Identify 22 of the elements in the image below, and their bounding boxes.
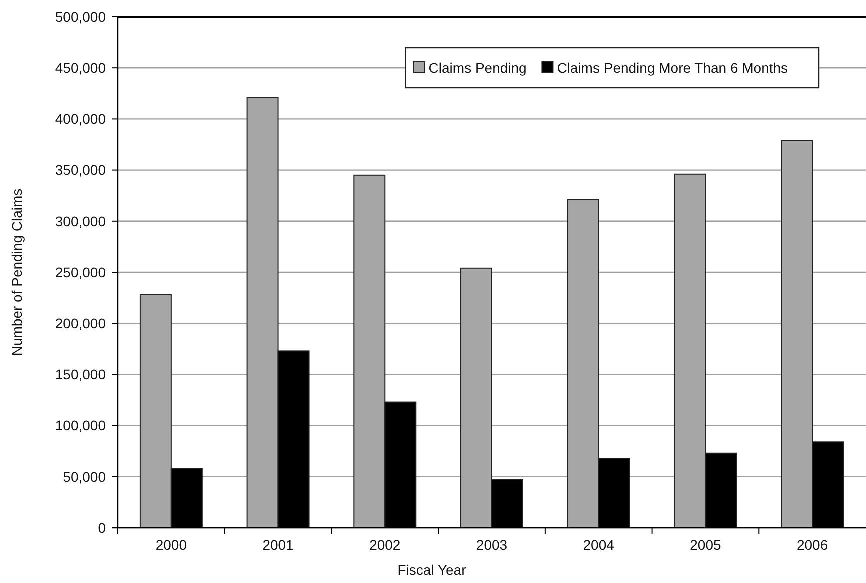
y-tick-label: 450,000 [55, 60, 106, 76]
x-tick-label: 2005 [690, 537, 722, 553]
y-tick-label: 50,000 [63, 468, 106, 485]
x-axis-title: Fiscal Year [398, 562, 467, 578]
y-axis-title: Number of Pending Claims [9, 188, 25, 356]
y-tick-label: 400,000 [55, 111, 106, 128]
y-tick-label: 150,000 [55, 366, 106, 383]
legend-label: Claims Pending More Than 6 Months [557, 60, 788, 76]
y-tick-label: 350,000 [55, 162, 106, 178]
y-tick-label: 250,000 [55, 264, 106, 280]
x-tick-label: 2006 [796, 537, 828, 553]
y-tick-label: 100,000 [55, 418, 106, 434]
y-tick-label: 500,000 [55, 8, 106, 25]
x-tick-label: 2003 [476, 537, 508, 553]
x-tick-label: 2000 [156, 537, 188, 553]
x-tick-label: 2001 [262, 537, 294, 553]
y-tick-label: 200,000 [55, 316, 106, 332]
y-tick-label: 0 [98, 520, 106, 536]
y-tick-label: 300,000 [55, 213, 106, 230]
x-tick-label: 2002 [370, 537, 401, 553]
x-tick-label: 2004 [583, 537, 615, 553]
legend-label: Claims Pending [428, 60, 527, 76]
